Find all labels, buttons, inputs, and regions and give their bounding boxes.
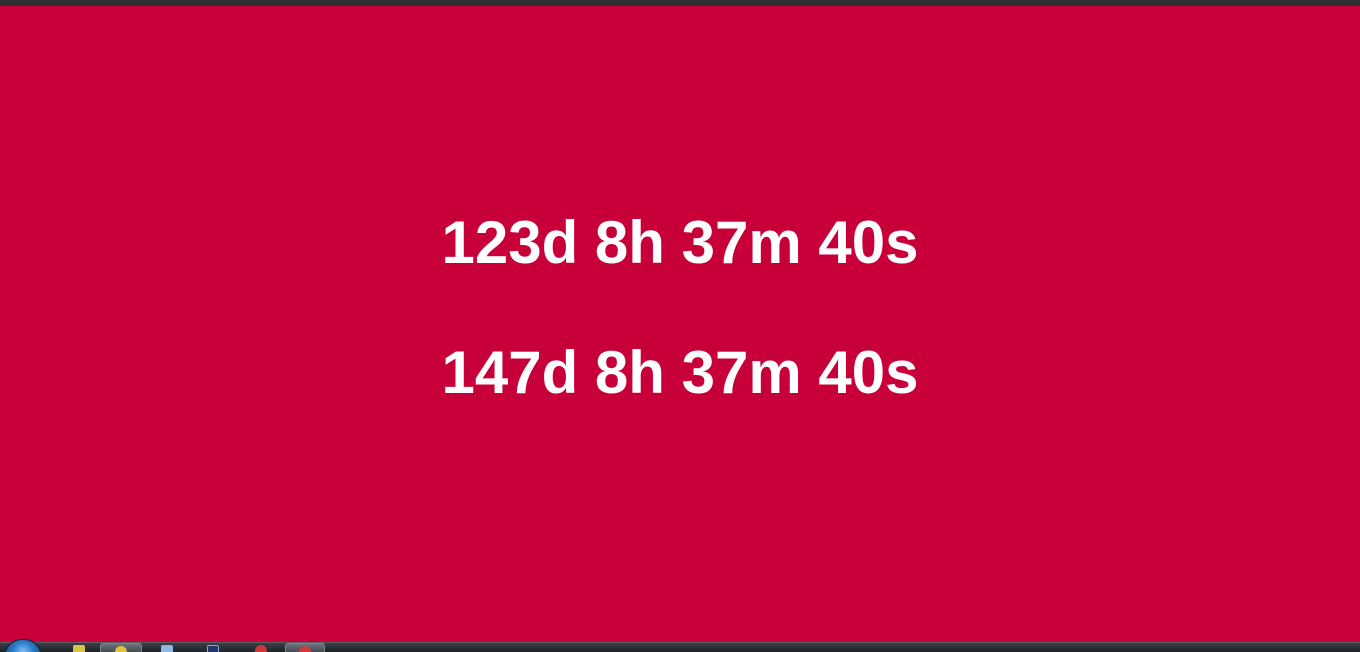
taskbar-item-ie[interactable] [62,643,96,652]
taskbar-item-red-app[interactable] [244,643,278,652]
chrome-browser-icon [115,646,127,652]
opera-browser-icon [299,646,311,652]
taskbar-item-opera[interactable] [285,643,325,652]
file-explorer-icon [161,645,173,652]
red-app-icon [255,645,267,652]
countdown-page: 123d 8h 37m 40s 147d 8h 37m 40s [0,6,1360,642]
taskbar-item-window[interactable] [196,643,230,652]
countdown-timer-1: 123d 8h 37m 40s [441,209,919,276]
windows-taskbar [0,639,1360,652]
taskbar-item-chrome[interactable] [100,643,142,652]
window-top-border [0,0,1360,6]
ie-browser-icon [73,645,85,652]
window-app-icon [207,645,219,652]
taskbar-item-explorer[interactable] [150,643,184,652]
countdown-timer-2: 147d 8h 37m 40s [441,339,919,406]
